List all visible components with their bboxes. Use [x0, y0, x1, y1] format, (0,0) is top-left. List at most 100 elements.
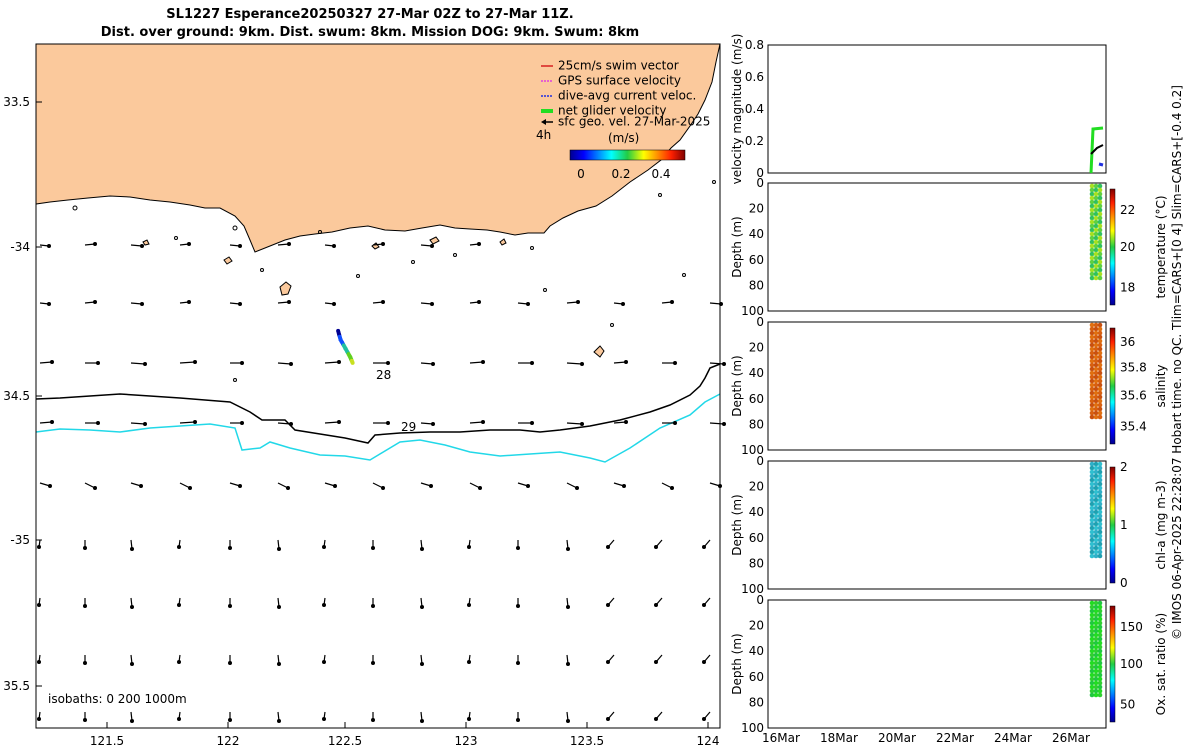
- chla-profile-point: [1089, 493, 1095, 499]
- temperature-profile-point: [1093, 275, 1099, 281]
- salinity-profile-point: [1093, 402, 1099, 408]
- chla-profile-point: [1097, 533, 1103, 539]
- temperature-profile-point: [1097, 239, 1103, 245]
- salinity-profile-point: [1089, 366, 1095, 372]
- salinity-depth-tick: 100: [741, 443, 764, 457]
- salinity-profile-point: [1097, 414, 1103, 420]
- velocity-vector-head: [177, 545, 181, 549]
- temperature-profile-point: [1093, 191, 1099, 197]
- salinity-profile-point: [1093, 334, 1099, 340]
- velocity-vector-head: [606, 545, 610, 549]
- chla-profile-point: [1093, 473, 1099, 479]
- velocity-vector-head: [130, 547, 134, 551]
- oxygen-profile-point: [1097, 636, 1103, 642]
- velocity-vector-head: [431, 362, 435, 366]
- oxygen-profile-point: [1093, 616, 1099, 622]
- oxygen-profile-point: [1089, 636, 1095, 642]
- oxygen-profile-point: [1089, 680, 1095, 686]
- salinity-profile-point: [1093, 394, 1099, 400]
- temperature-profile-point: [1093, 187, 1099, 193]
- velocity-vector-head: [386, 421, 390, 425]
- chla-profile-point: [1089, 529, 1095, 535]
- oxygen-profile-point: [1089, 612, 1095, 618]
- velocity-vector-head: [130, 662, 134, 666]
- salinity-profile-point: [1097, 410, 1103, 416]
- oxygen-profile-point: [1089, 676, 1095, 682]
- chla-depth-tick: 0: [756, 454, 764, 468]
- salinity-profile-point: [1097, 382, 1103, 388]
- salinity-profile-point: [1093, 322, 1099, 328]
- salinity-profile-point: [1089, 402, 1095, 408]
- colorbar-tick-0: 0: [577, 167, 585, 181]
- chla-profile-point: [1089, 465, 1095, 471]
- salinity-frame: [767, 321, 1107, 451]
- temperature-colorbar: [1109, 188, 1116, 306]
- small-islets: [72, 180, 716, 382]
- velocity-vector-head: [187, 300, 191, 304]
- oxygen-profile-point: [1089, 672, 1095, 678]
- temperature-profile-point: [1097, 247, 1103, 253]
- velocity-vector: [709, 422, 725, 425]
- temperature-cb-tick: 22: [1120, 203, 1135, 217]
- velocity-vector-head: [322, 717, 326, 721]
- temperature-cb-tick: 18: [1120, 281, 1135, 295]
- velocity-vector-head: [576, 300, 580, 304]
- track-point: [350, 360, 355, 365]
- contour-label-29: 29: [401, 420, 416, 434]
- glider-track: [336, 328, 355, 365]
- temperature-profile-point: [1097, 207, 1103, 213]
- salinity-profile-point: [1097, 370, 1103, 376]
- velocity-vector-head: [526, 302, 530, 306]
- date-tick-24mar: 24Mar: [994, 731, 1032, 745]
- oxygen-cblabel: Ox. sat. ratio (%): [1154, 613, 1168, 715]
- salinity-profile-point: [1097, 358, 1103, 364]
- temperature-profile-point: [1097, 251, 1103, 257]
- oxygen-profile-point: [1097, 664, 1103, 670]
- velocity-vector-head: [177, 717, 181, 721]
- oxygen-profile-point: [1097, 644, 1103, 650]
- velocity-vector-head: [322, 603, 326, 607]
- salinity-profile-point: [1097, 334, 1103, 340]
- oxygen-profile-point: [1093, 684, 1099, 690]
- velocity-vector-head: [93, 300, 97, 304]
- salinity-profile-point: [1089, 330, 1095, 336]
- temperature-profile-point: [1093, 243, 1099, 249]
- velocity-vector-head: [48, 484, 52, 488]
- temperature-profile-point: [1093, 199, 1099, 205]
- lon-tick-122: 122: [217, 734, 240, 748]
- salinity-profile-point: [1093, 370, 1099, 376]
- chla-profile-point: [1089, 509, 1095, 515]
- velocity-vector-head: [606, 717, 610, 721]
- velocity-vector-head: [702, 717, 706, 721]
- velocity-vector-head: [238, 302, 242, 306]
- oxygen-profile-point: [1097, 656, 1103, 662]
- salinity-profile-point: [1097, 402, 1103, 408]
- velocity-vector-head: [430, 302, 434, 306]
- velocity-vector-head: [429, 484, 433, 488]
- oxygen-profile-point: [1089, 656, 1095, 662]
- velocity-vector-head: [289, 422, 293, 426]
- chla-profile-point: [1093, 517, 1099, 523]
- velocity-vector-head: [566, 547, 570, 551]
- chla-profile-point: [1089, 497, 1095, 503]
- salinity-profile-point: [1093, 350, 1099, 356]
- velocity-vector-head: [580, 362, 584, 366]
- oxygen-depth-tick: 100: [741, 721, 764, 735]
- salinity-profile-point: [1089, 338, 1095, 344]
- velocity-vector-head: [381, 486, 385, 490]
- velocity-vector: [324, 421, 340, 424]
- legend-item-dive-avg: dive-avg current veloc.: [541, 89, 696, 103]
- salinity-profile-point: [1089, 354, 1095, 360]
- vel-tick-0-4: 0.4: [745, 102, 764, 116]
- oxygen-profile-point: [1093, 668, 1099, 674]
- velocity-vector-head: [702, 545, 706, 549]
- lon-tick-124: 124: [697, 734, 720, 748]
- velocity-vector-head: [140, 244, 144, 248]
- chla-depth-tick: 40: [749, 505, 764, 519]
- oxygen-profile-point: [1097, 676, 1103, 682]
- oxygen-profile-point: [1093, 676, 1099, 682]
- velocity-vector-head: [37, 660, 41, 664]
- salinity-profile-point: [1089, 394, 1095, 400]
- temperature-profile-point: [1093, 195, 1099, 201]
- lon-tick-121-5: 121.5: [90, 734, 124, 748]
